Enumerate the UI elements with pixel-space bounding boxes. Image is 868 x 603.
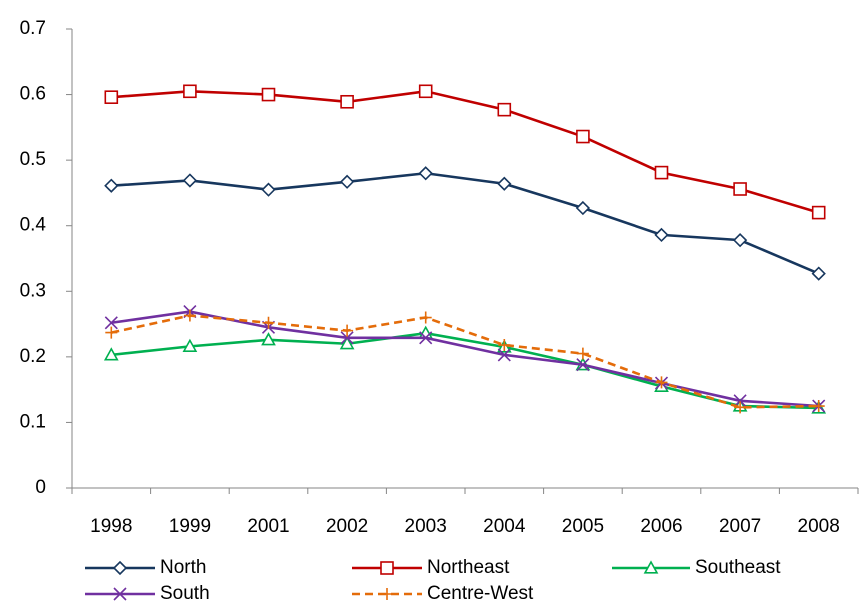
marker [418, 166, 433, 181]
marker [812, 400, 825, 413]
line [111, 310, 819, 408]
series [104, 84, 826, 220]
legend-label: Northeast [427, 557, 510, 578]
marker [262, 316, 275, 329]
series [103, 325, 827, 414]
legend-label: South [160, 583, 210, 603]
y-tick-label: 0.4 [20, 215, 47, 236]
marker [643, 560, 659, 574]
marker [182, 173, 198, 188]
marker [497, 348, 511, 362]
marker [575, 200, 591, 216]
x-tick-label: 2004 [483, 516, 526, 537]
marker [182, 338, 198, 352]
marker [381, 588, 393, 600]
x-tick-label: 2001 [247, 516, 289, 537]
marker [105, 326, 118, 339]
marker [733, 182, 747, 196]
y-tick-label: 0.7 [20, 18, 46, 39]
x-tick-label: 2002 [326, 516, 368, 537]
marker [104, 90, 119, 104]
legend-label: Southeast [695, 557, 781, 578]
marker [655, 376, 668, 389]
marker [734, 401, 747, 414]
x-tick-label: 1998 [90, 516, 132, 537]
marker [654, 165, 669, 180]
y-tick-label: 0.6 [20, 84, 46, 105]
marker [419, 331, 433, 345]
marker [103, 347, 119, 361]
marker [104, 316, 118, 330]
marker [183, 309, 196, 322]
marker [811, 205, 826, 220]
y-tick-label: 0.5 [20, 149, 46, 170]
line [111, 89, 820, 214]
marker [183, 84, 197, 99]
y-tick-label: 0.2 [20, 346, 46, 367]
marker [419, 311, 432, 324]
marker [341, 324, 354, 337]
legend-label: North [160, 557, 206, 578]
x-tick-label: 2003 [405, 516, 447, 537]
marker [261, 87, 276, 102]
marker [113, 587, 127, 601]
series [104, 166, 826, 281]
marker [261, 182, 276, 197]
y-tick-label: 0 [35, 477, 46, 498]
marker [498, 339, 511, 352]
marker [340, 94, 354, 109]
x-tick-label: 1999 [169, 516, 211, 537]
marker [340, 331, 354, 345]
marker [732, 233, 748, 248]
marker [576, 358, 590, 372]
line [111, 331, 819, 410]
marker [104, 178, 119, 193]
y-tick-label: 0.1 [20, 411, 46, 432]
line [111, 314, 819, 409]
marker [112, 560, 128, 576]
marker [497, 176, 512, 191]
marker [811, 266, 826, 281]
line [111, 171, 820, 275]
x-tick-label: 2005 [562, 516, 604, 537]
marker [339, 336, 355, 350]
legend-label: Centre-West [427, 583, 534, 603]
marker [418, 84, 433, 99]
marker [380, 561, 394, 575]
marker [576, 347, 589, 360]
marker [339, 174, 355, 189]
series [104, 305, 826, 413]
marker [576, 129, 590, 144]
marker [261, 332, 276, 346]
marker [497, 102, 512, 117]
y-tick-label: 0.3 [20, 280, 46, 301]
x-tick-label: 2008 [798, 516, 840, 537]
x-tick-label: 2006 [640, 516, 682, 537]
series [105, 309, 825, 414]
marker [654, 227, 669, 243]
x-tick-label: 2007 [719, 516, 761, 537]
